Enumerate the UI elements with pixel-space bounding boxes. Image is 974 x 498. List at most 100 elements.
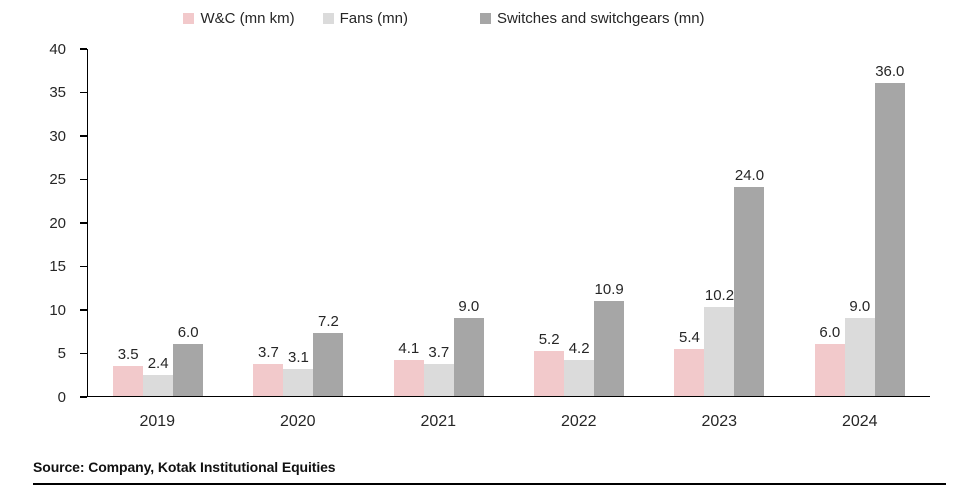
bar-col: 3.5 <box>113 345 144 396</box>
chart-legend: W&C (mn km) Fans (mn) Switches and switchg… <box>0 10 974 27</box>
y-tick-label-40: 40 <box>49 40 66 58</box>
bar-value-label: 3.7 <box>428 343 450 361</box>
bar-w-c-mn-km--2021 <box>393 360 424 396</box>
bar-value-label: 9.0 <box>849 297 871 315</box>
x-axis-label-2020: 2020 <box>279 413 316 430</box>
bar-value-label: 6.0 <box>819 323 841 341</box>
bar-switches-and-switchgears-mn--2020 <box>313 333 344 396</box>
y-tick-label-20: 20 <box>49 214 66 232</box>
y-tick-mark-40 <box>80 48 87 50</box>
bar-col: 5.2 <box>534 330 565 396</box>
bar-switches-and-switchgears-mn--2021 <box>453 317 484 396</box>
y-tick-label-35: 35 <box>49 84 66 101</box>
bar-group-2020: 3.7 3.1 7.2 <box>228 49 368 396</box>
y-tick-label-30: 30 <box>49 127 66 145</box>
bar-fans-mn--2021 <box>423 363 454 396</box>
bar-value-label: 7.2 <box>318 313 339 331</box>
bottom-rule <box>33 483 946 485</box>
legend-item-label: W&C (mn km) <box>200 10 295 27</box>
bar-fans-mn--2024 <box>844 317 875 396</box>
bar-col: 3.7 <box>253 343 284 396</box>
y-tick-mark-10 <box>80 309 87 311</box>
y-tick-mark-20 <box>80 222 87 224</box>
legend-item-3: Switches and switchgears (mn) <box>479 10 705 27</box>
y-tick-label-15: 15 <box>49 258 66 275</box>
bar-group-2019: 3.5 2.4 6.0 <box>88 49 228 396</box>
bar-value-label: 24.0 <box>734 167 765 185</box>
legend-swatch-icon <box>322 13 334 24</box>
bar-value-label: 3.1 <box>288 349 309 366</box>
y-tick-mark-35 <box>80 91 87 94</box>
legend-swatch-icon <box>183 13 195 24</box>
x-axis-label-2019: 2019 <box>139 413 176 430</box>
bar-col: 10.2 <box>704 287 735 396</box>
bar-w-c-mn-km--2022 <box>534 350 565 396</box>
bar-switches-and-switchgears-mn--2023 <box>734 187 765 396</box>
source-note: Source: Company, Kotak Institutional Equ… <box>33 459 336 475</box>
bar-value-label: 2.4 <box>147 355 169 373</box>
legend-item-2: Fans (mn) <box>322 10 408 27</box>
bar-col: 36.0 <box>874 62 905 396</box>
bar-col: 9.0 <box>453 297 484 396</box>
y-tick-label-10: 10 <box>49 301 66 319</box>
bar-col: 9.0 <box>844 297 875 396</box>
bar-w-c-mn-km--2019 <box>113 365 144 396</box>
bar-col: 4.2 <box>564 339 595 396</box>
y-tick-mark-25 <box>80 178 87 181</box>
bar-value-label: 3.7 <box>258 343 279 361</box>
bar-value-label: 9.0 <box>458 297 480 315</box>
y-tick-label-5: 5 <box>57 345 66 362</box>
bar-value-label: 10.9 <box>594 281 624 299</box>
bar-col: 7.2 <box>313 313 344 396</box>
bar-fans-mn--2020 <box>283 369 314 396</box>
bar-w-c-mn-km--2020 <box>253 363 284 396</box>
bar-value-label: 6.0 <box>177 323 199 341</box>
bar-col: 24.0 <box>734 167 765 396</box>
bar-col: 6.0 <box>173 323 204 396</box>
x-axis-label-2021: 2021 <box>420 413 457 430</box>
bar-fans-mn--2019 <box>143 375 174 396</box>
x-axis-label-2023: 2023 <box>701 413 738 430</box>
bar-col: 5.4 <box>674 329 705 396</box>
bar-group-2021: 4.1 3.7 9.0 <box>369 49 509 396</box>
bar-col: 4.1 <box>393 340 424 396</box>
bar-value-label: 4.2 <box>568 339 590 357</box>
y-tick-mark-30 <box>80 135 87 137</box>
bar-col: 3.7 <box>423 343 454 396</box>
y-tick-mark-5 <box>80 352 87 355</box>
bar-value-label: 10.2 <box>704 287 735 305</box>
bar-value-label: 5.4 <box>679 329 700 346</box>
x-axis-label-2024: 2024 <box>841 413 878 430</box>
bar-fans-mn--2023 <box>704 307 735 396</box>
legend-item-label: Fans (mn) <box>339 10 408 27</box>
y-tick-mark-15 <box>80 265 87 268</box>
bar-group-2024: 6.0 9.0 36.0 <box>790 49 930 396</box>
plot-area: 3.5 2.4 6.0 3.7 3.1 7.2 4.1 3.7 9.0 5.2 4.2 10.9 5.4… <box>87 49 930 397</box>
bar-switches-and-switchgears-mn--2024 <box>874 82 905 396</box>
x-axis-label-2022: 2022 <box>560 413 597 430</box>
bar-col: 3.1 <box>283 349 314 396</box>
bar-w-c-mn-km--2024 <box>814 343 845 396</box>
bar-switches-and-switchgears-mn--2019 <box>173 343 204 396</box>
legend-item-label: Switches and switchgears (mn) <box>496 10 705 27</box>
bar-value-label: 5.2 <box>538 330 560 348</box>
bar-col: 10.9 <box>594 281 625 396</box>
bar-fans-mn--2022 <box>564 359 595 396</box>
y-tick-label-0: 0 <box>57 388 66 406</box>
bar-group-2023: 5.4 10.2 24.0 <box>649 49 789 396</box>
bar-switches-and-switchgears-mn--2022 <box>594 301 625 396</box>
bar-group-2022: 5.2 4.2 10.9 <box>509 49 649 396</box>
bar-w-c-mn-km--2023 <box>674 349 705 396</box>
legend-swatch-icon <box>479 13 491 24</box>
bar-value-label: 4.1 <box>398 340 420 358</box>
bar-value-label: 3.5 <box>117 345 139 363</box>
bar-col: 6.0 <box>814 323 845 396</box>
legend-item-1: W&C (mn km) <box>183 10 295 27</box>
x-axis-labels: 2019 2020 2021 2022 2023 2024 <box>87 413 930 431</box>
bar-value-label: 36.0 <box>875 62 905 80</box>
y-tick-mark-0 <box>80 396 87 398</box>
bar-groups: 3.5 2.4 6.0 3.7 3.1 7.2 4.1 3.7 9.0 5.2 4.2 10.9 5.4… <box>88 49 930 396</box>
bar-col: 2.4 <box>143 355 174 396</box>
y-tick-label-25: 25 <box>49 171 66 188</box>
